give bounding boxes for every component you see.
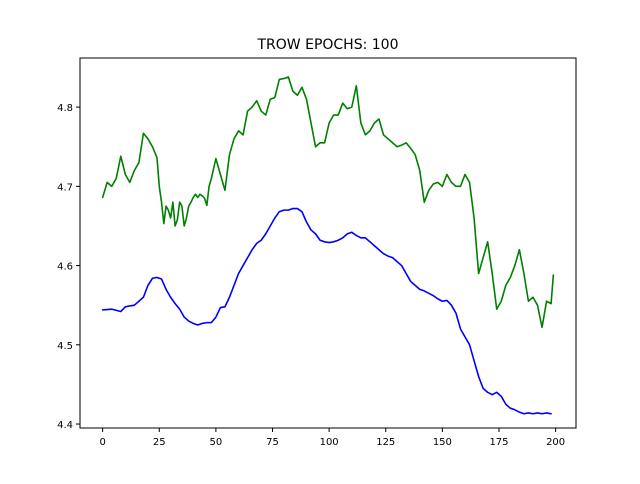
y-tick-label: 4.6 (57, 262, 73, 273)
x-tick-label: 175 (489, 437, 508, 448)
x-tick-label: 125 (376, 437, 395, 448)
plot-frame (79, 57, 577, 429)
x-tick-label: 100 (320, 437, 339, 448)
x-tick-label: 75 (266, 437, 279, 448)
series-layer (101, 76, 555, 415)
y-tick-label: 4.5 (57, 341, 73, 352)
x-axis: 0 25 50 75 100 125 150 175 200 (99, 428, 565, 448)
y-tick-label: 4.8 (57, 103, 73, 114)
chart-title: TROW EPOCHS: 100 (257, 37, 399, 53)
series-line-0 (101, 76, 555, 329)
x-tick-label: 50 (210, 437, 223, 448)
y-tick-label: 4.4 (57, 420, 73, 431)
x-tick-label: 150 (433, 437, 452, 448)
series-line-1 (101, 207, 552, 415)
x-tick-label: 200 (546, 437, 565, 448)
y-axis: 4.4 4.5 4.6 4.7 4.8 (57, 103, 80, 431)
x-tick-label: 0 (99, 437, 105, 448)
y-tick-label: 4.7 (57, 182, 73, 193)
x-tick-label: 25 (153, 437, 166, 448)
